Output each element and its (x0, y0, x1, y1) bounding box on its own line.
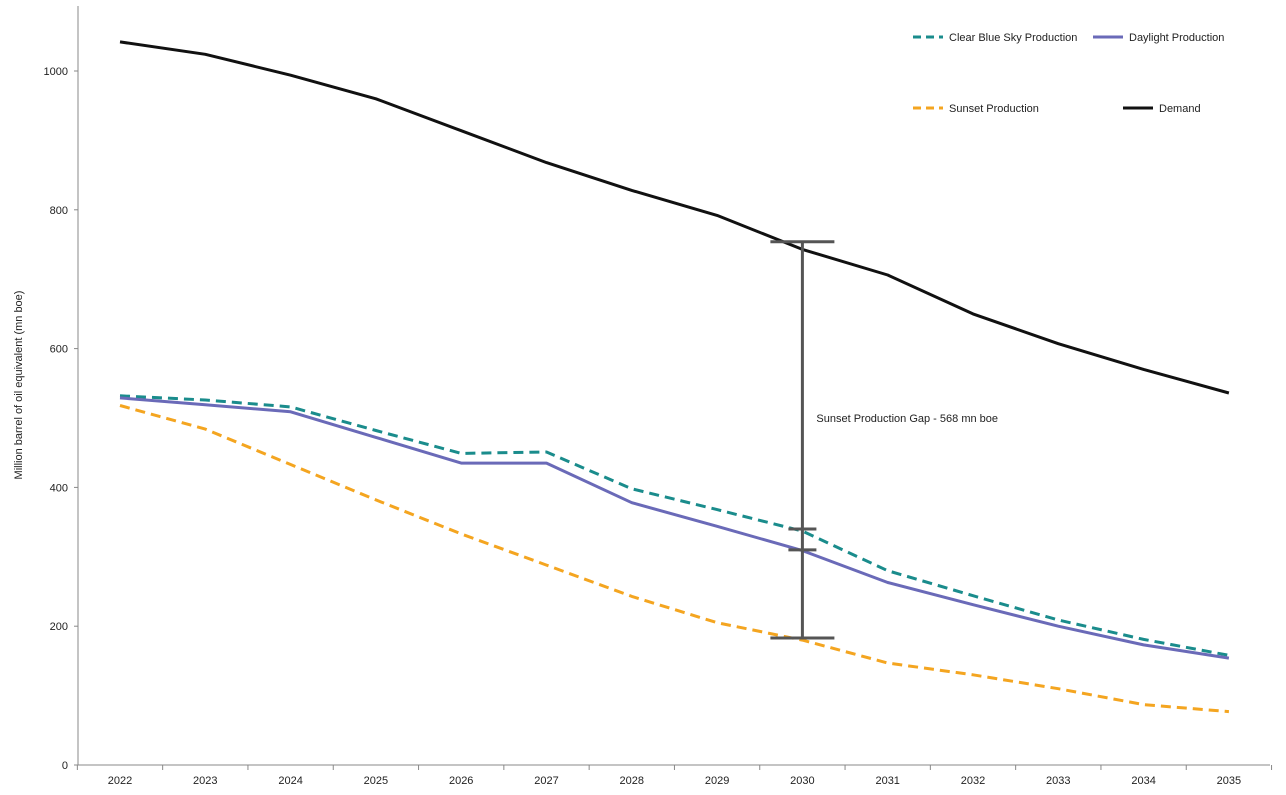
series-layer (119, 40, 1230, 714)
series-line-sunset (119, 404, 1230, 714)
y-axis-ticks: 0 200 400 600 800 1000 (44, 66, 78, 772)
x-tick-label: 2035 (1217, 775, 1241, 787)
x-tick-label: 2025 (364, 775, 388, 787)
y-tick-label: 800 (50, 205, 68, 217)
x-tick-label: 2030 (790, 775, 814, 787)
x-tick-label: 2033 (1046, 775, 1070, 787)
x-tick-label: 2022 (108, 775, 132, 787)
y-tick-label: 200 (50, 621, 68, 633)
y-tick-label: 400 (50, 482, 68, 494)
y-tick-label: 0 (62, 760, 68, 772)
legend-label-daylight: Daylight Production (1129, 32, 1224, 44)
series-line-daylight (119, 396, 1230, 660)
y-axis-title: Million barrel of oil equivalent (mn boe… (13, 291, 25, 480)
x-axis-ticks: 2022 2023 2024 2025 2026 2027 2028 2029 2030 2031… (76, 765, 1273, 787)
x-tick-label: 2027 (534, 775, 558, 787)
gap-annotation: Sunset Production Gap - 568 mn boe (770, 240, 998, 640)
x-tick-label: 2029 (705, 775, 729, 787)
series-line-clear-blue-sky (119, 394, 1230, 657)
legend: Clear Blue Sky Production Daylight Produc… (913, 32, 1224, 115)
axes (77, 6, 1270, 766)
x-tick-label: 2031 (875, 775, 899, 787)
legend-label-demand: Demand (1159, 103, 1201, 115)
legend-label-clear-blue-sky: Clear Blue Sky Production (949, 32, 1077, 44)
x-tick-label: 2032 (961, 775, 985, 787)
gap-annotation-label: Sunset Production Gap - 568 mn boe (816, 413, 998, 425)
x-tick-label: 2028 (620, 775, 644, 787)
legend-label-sunset: Sunset Production (949, 103, 1039, 115)
y-tick-label: 1000 (44, 66, 68, 78)
x-tick-label: 2026 (449, 775, 473, 787)
x-tick-label: 2023 (193, 775, 217, 787)
x-tick-label: 2034 (1131, 775, 1155, 787)
y-tick-label: 600 (50, 344, 68, 356)
x-tick-label: 2024 (278, 775, 302, 787)
series-line-demand (119, 40, 1230, 395)
